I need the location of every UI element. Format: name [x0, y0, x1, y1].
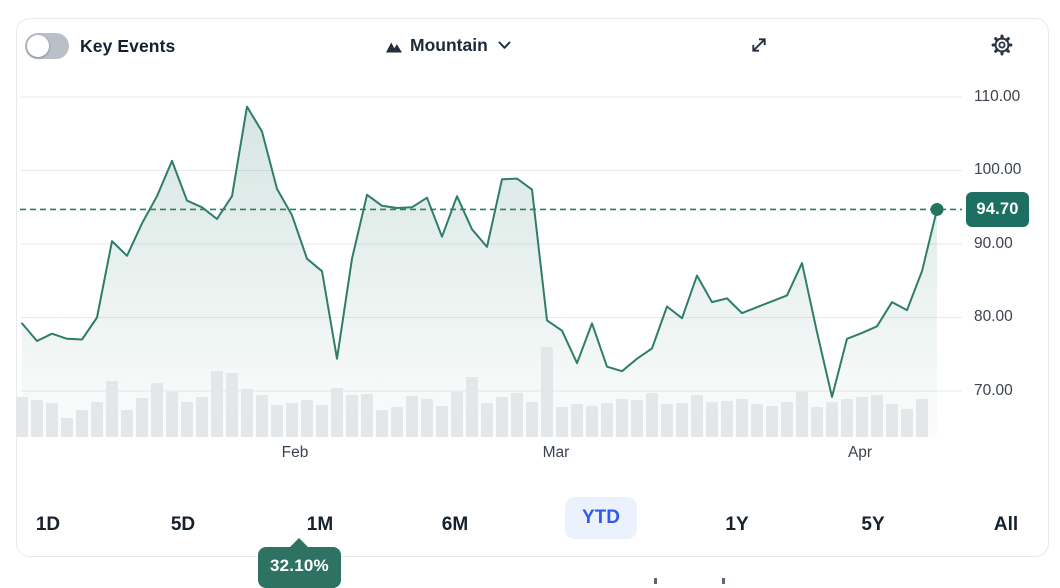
range-6m-button[interactable]: 6M [434, 508, 476, 542]
range-ytd-button[interactable]: YTD [565, 497, 637, 539]
y-tick-label: 90.00 [974, 235, 1013, 252]
toggle-knob [27, 35, 49, 57]
x-tick-label: Feb [281, 444, 309, 461]
expand-arrows-icon [748, 38, 770, 59]
chart-type-dropdown[interactable]: Mountain [381, 33, 515, 58]
y-tick-label: 80.00 [974, 308, 1013, 325]
range-5y-button[interactable]: 5Y [853, 508, 892, 542]
range-1m-button[interactable]: 1M [299, 508, 341, 542]
range-1d-button[interactable]: 1D [28, 508, 68, 542]
y-tick-label: 110.00 [974, 88, 1021, 105]
percent-change-tooltip: 32.10% [258, 538, 341, 588]
last-price-badge: 94.70 [966, 192, 1029, 227]
y-tick-label: 70.00 [974, 382, 1013, 399]
gear-icon [991, 34, 1013, 59]
settings-button[interactable] [989, 32, 1015, 58]
x-tick-label: Apr [847, 444, 873, 461]
clipped-footer-text-fragment [654, 578, 657, 584]
mountain-icon [385, 38, 403, 54]
chart-type-label: Mountain [410, 35, 488, 55]
range-5d-button[interactable]: 5D [163, 508, 203, 542]
chevron-down-icon [498, 41, 511, 50]
y-tick-label: 100.00 [974, 161, 1022, 178]
range-1y-button[interactable]: 1Y [717, 508, 756, 542]
key-events-label: Key Events [80, 36, 176, 56]
range-all-button[interactable]: All [986, 508, 1026, 542]
key-events-toggle[interactable] [25, 33, 69, 59]
clipped-footer-text-fragment [722, 578, 725, 584]
x-tick-label: Mar [542, 444, 570, 461]
expand-fullscreen-button[interactable] [746, 32, 772, 58]
